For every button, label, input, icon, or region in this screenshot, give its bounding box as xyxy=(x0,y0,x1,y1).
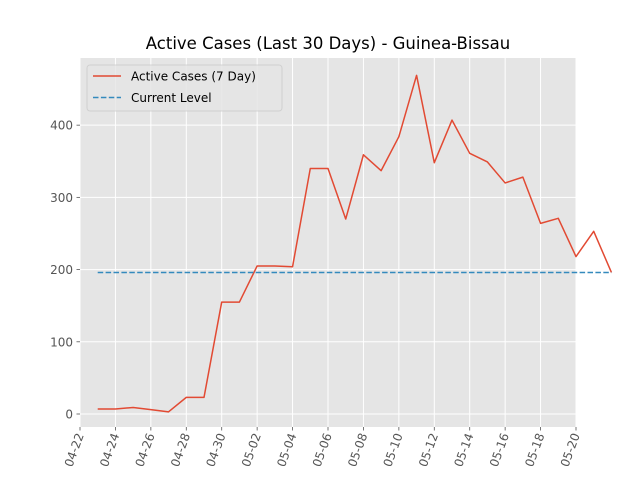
grid-lines xyxy=(79,58,577,427)
series-line-0 xyxy=(97,74,613,413)
legend-label: Current Level xyxy=(131,91,212,105)
y-tick-label: 0 xyxy=(65,408,73,422)
legend-box xyxy=(86,64,283,112)
legend-label: Active Cases (7 Day) xyxy=(131,70,256,84)
legend: Active Cases (7 Day) Current Level xyxy=(86,64,283,112)
y-tick-label: 300 xyxy=(50,191,73,205)
series-layer xyxy=(97,74,613,413)
y-axis: 0 100 200 300 400 xyxy=(50,119,80,422)
y-tick-label: 400 xyxy=(50,119,73,133)
chart-title: Active Cases (Last 30 Days) - Guinea-Bis… xyxy=(146,34,510,53)
y-tick-label: 100 xyxy=(50,335,73,349)
y-tick-label: 200 xyxy=(50,263,73,277)
